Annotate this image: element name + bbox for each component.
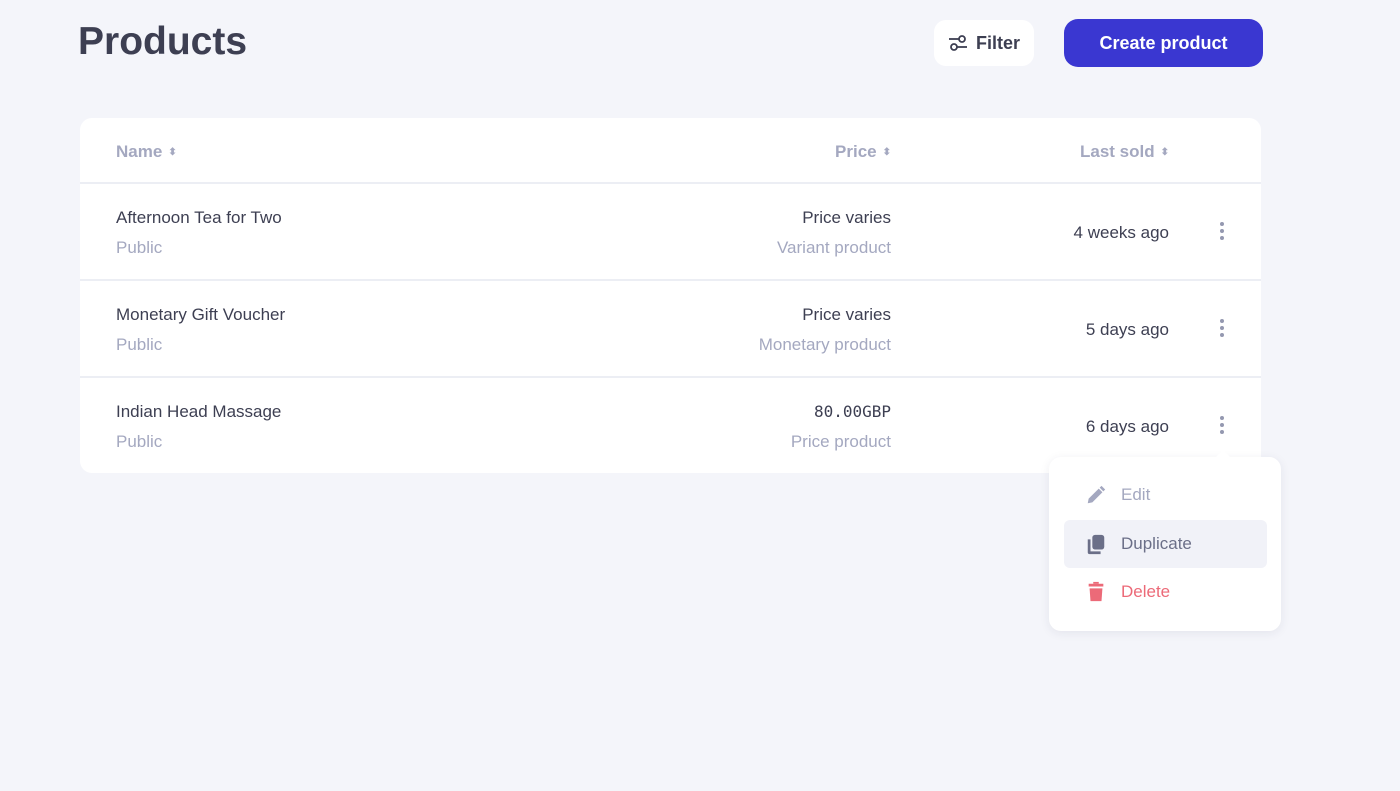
product-price: Price varies bbox=[802, 208, 891, 227]
more-options-icon[interactable] bbox=[1216, 319, 1228, 339]
table-row[interactable]: Afternoon Tea for Two Public Price varie… bbox=[80, 184, 1261, 281]
trash-icon bbox=[1088, 581, 1104, 602]
product-type: Price product bbox=[790, 432, 891, 451]
product-visibility: Public bbox=[116, 335, 163, 354]
product-name[interactable]: Afternoon Tea for Two bbox=[116, 208, 282, 227]
sort-icon: ⬍ bbox=[882, 147, 891, 158]
copy-icon bbox=[1087, 534, 1105, 555]
menu-item-delete[interactable]: Delete bbox=[1064, 568, 1267, 616]
filter-button[interactable]: Filter bbox=[934, 20, 1034, 66]
more-options-icon[interactable] bbox=[1216, 416, 1228, 436]
product-visibility: Public bbox=[116, 238, 163, 257]
page-title: Products bbox=[78, 20, 248, 63]
table-row[interactable]: Indian Head Massage Public 80.00GBP Pric… bbox=[80, 378, 1261, 473]
more-options-icon[interactable] bbox=[1216, 222, 1228, 242]
product-visibility: Public bbox=[116, 432, 163, 451]
product-type: Monetary product bbox=[758, 335, 891, 354]
create-product-button[interactable]: Create product bbox=[1064, 19, 1263, 67]
row-actions-menu: Edit Duplicate Delete bbox=[1049, 450, 1281, 631]
product-name[interactable]: Monetary Gift Voucher bbox=[116, 305, 286, 324]
sliders-icon bbox=[948, 35, 967, 51]
last-sold: 6 days ago bbox=[1085, 417, 1169, 436]
last-sold: 4 weeks ago bbox=[1073, 223, 1169, 242]
filter-label: Filter bbox=[975, 32, 1020, 53]
product-type: Variant product bbox=[776, 238, 891, 257]
product-name[interactable]: Indian Head Massage bbox=[116, 402, 282, 421]
menu-item-edit[interactable]: Edit bbox=[1064, 471, 1267, 519]
table-header: Name ⬍ Price ⬍ Last sold ⬍ bbox=[80, 118, 1261, 184]
product-price: 80.00GBP bbox=[813, 402, 891, 421]
column-price-header[interactable]: Price ⬍ bbox=[835, 142, 891, 161]
pencil-icon bbox=[1087, 485, 1106, 504]
sort-icon: ⬍ bbox=[1160, 147, 1169, 158]
last-sold: 5 days ago bbox=[1085, 320, 1169, 339]
sort-icon: ⬍ bbox=[168, 147, 177, 158]
menu-item-duplicate[interactable]: Duplicate bbox=[1064, 520, 1267, 568]
products-table: Name ⬍ Price ⬍ Last sold ⬍ Afternoon Tea fo… bbox=[80, 118, 1261, 473]
table-row[interactable]: Monetary Gift Voucher Public Price varie… bbox=[80, 281, 1261, 378]
column-last-sold-header[interactable]: Last sold ⬍ bbox=[1079, 142, 1169, 161]
product-price: Price varies bbox=[802, 305, 891, 324]
column-name-header[interactable]: Name ⬍ bbox=[116, 142, 177, 161]
